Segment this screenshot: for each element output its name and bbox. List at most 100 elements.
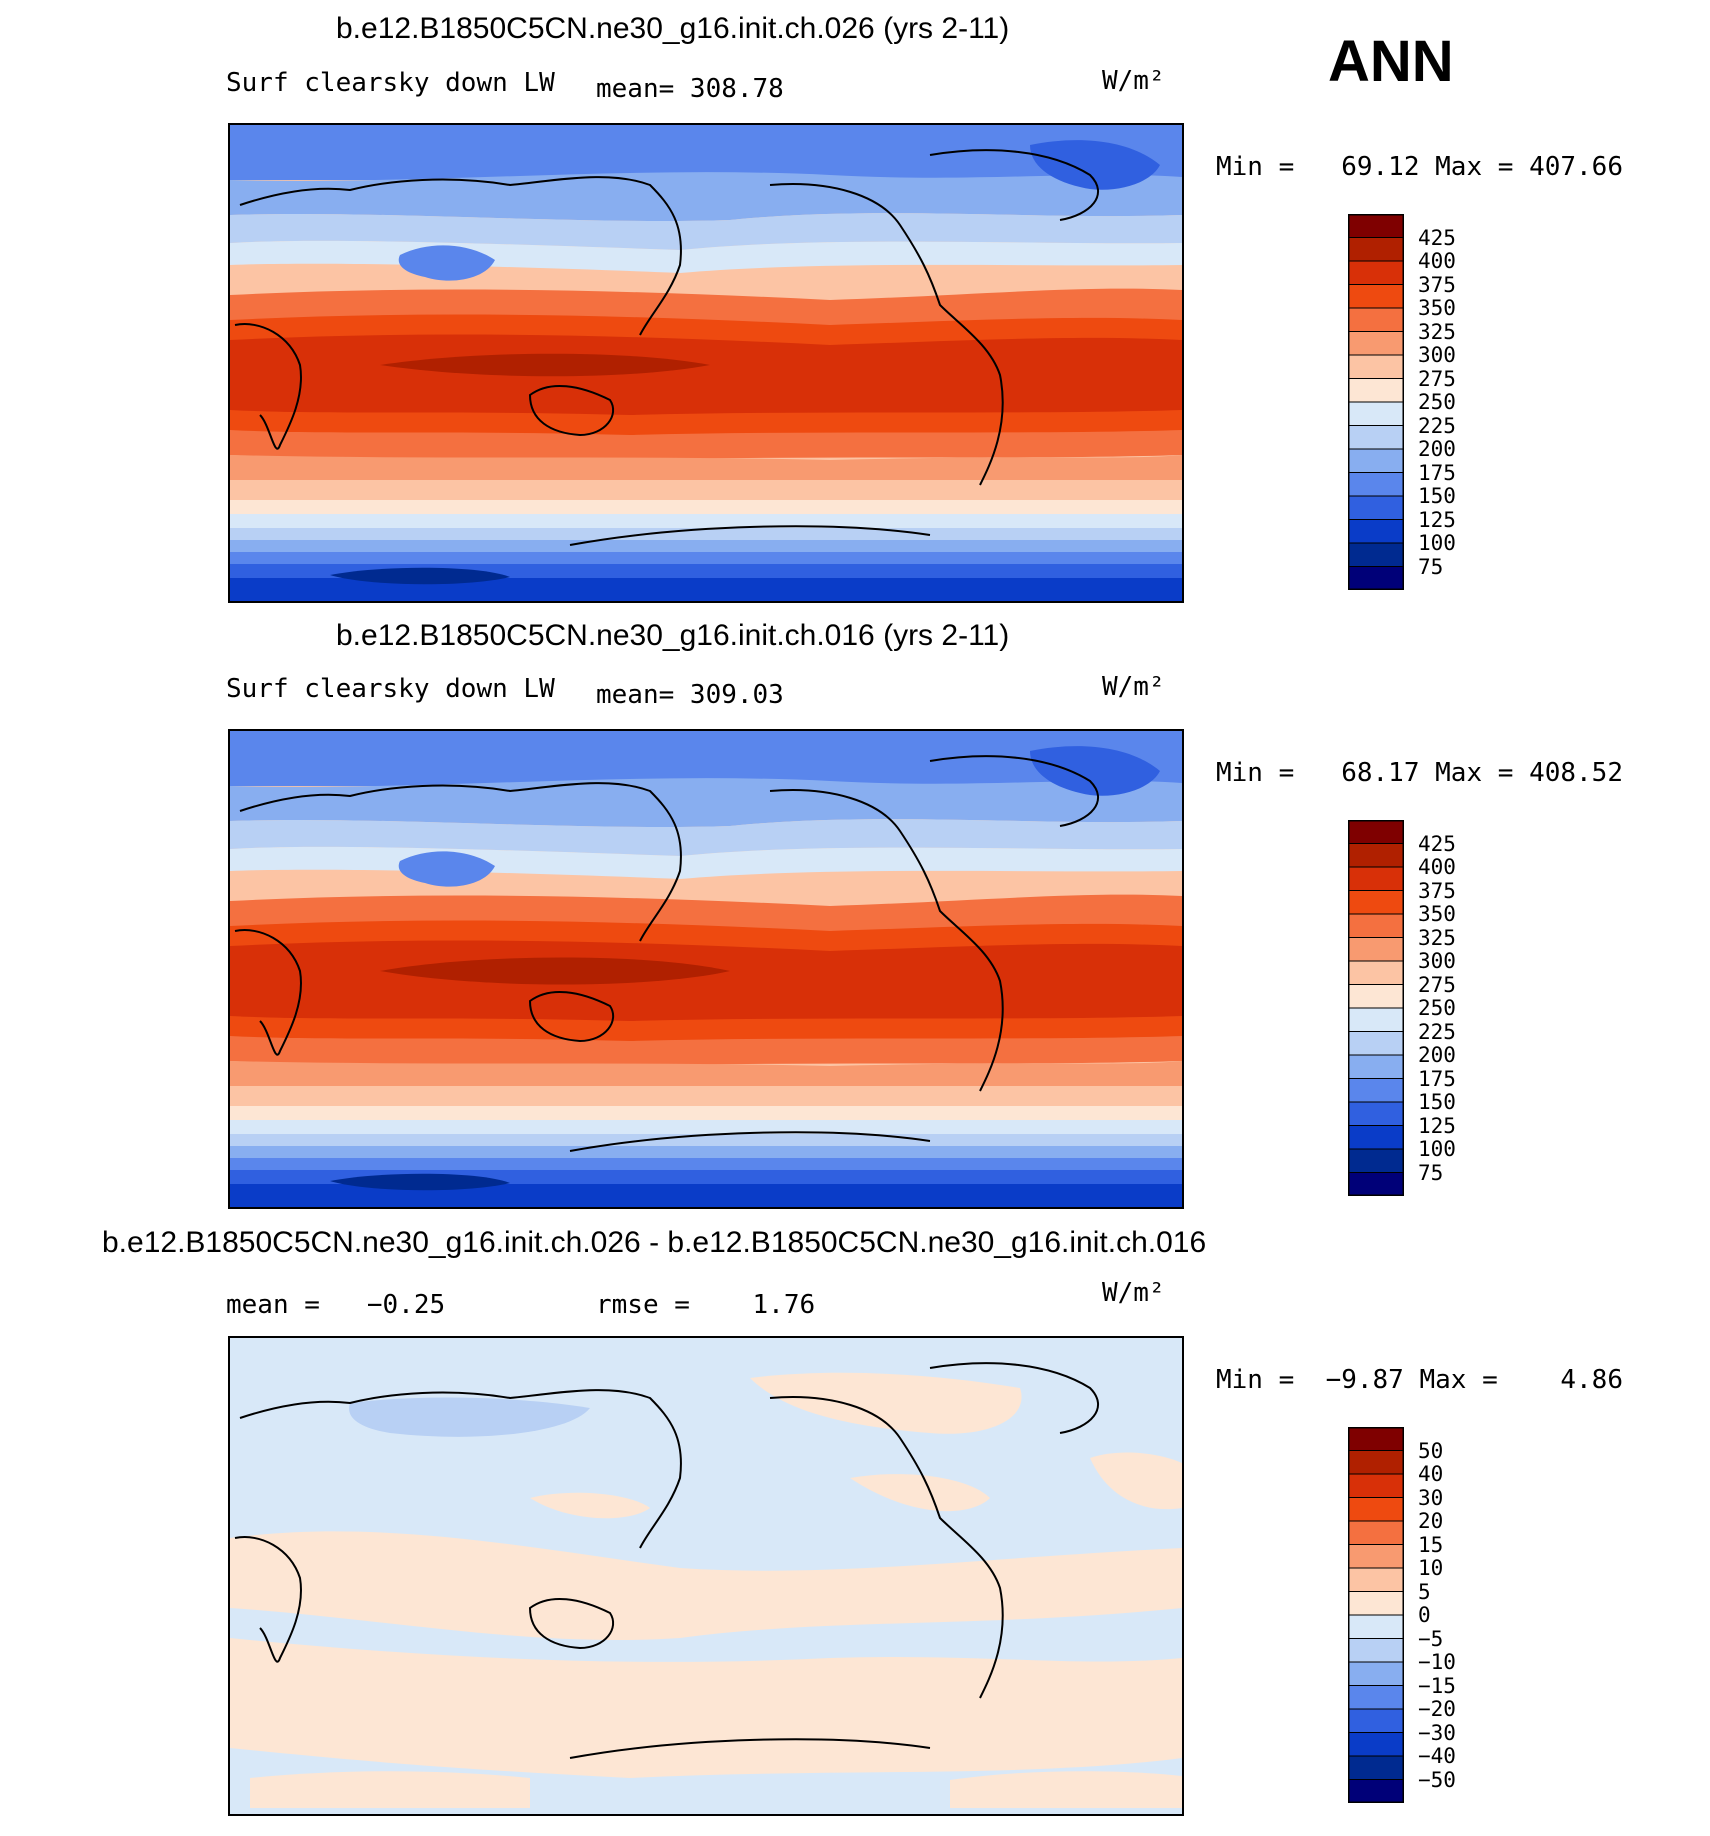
panel3-minmax: Min = −9.87 Max = 4.86 (1216, 1365, 1623, 1395)
colorbar-swatch (1347, 1172, 1405, 1197)
colorbar-label: −5 (1418, 1626, 1444, 1651)
colorbar-swatch (1347, 1708, 1405, 1734)
season-label: ANN (1328, 29, 1454, 94)
colorbar-swatch (1347, 1567, 1405, 1593)
panel1-units: W/m² (1102, 66, 1165, 96)
colorbar-swatch (1347, 237, 1405, 262)
colorbar-label: 0 (1418, 1603, 1431, 1627)
panel3-rmse-label: rmse = 1.76 (596, 1290, 816, 1320)
colorbar-swatch (1347, 284, 1405, 309)
colorbar-label: 50 (1418, 1438, 1444, 1463)
colorbar-swatch (1347, 960, 1405, 986)
colorbar-swatch (1347, 1007, 1405, 1033)
colorbar-swatch (1347, 495, 1405, 521)
colorbar-swatch (1347, 307, 1405, 333)
colorbar-swatch (1347, 542, 1405, 568)
colorbar-swatch (1347, 1614, 1405, 1640)
colorbar-swatch (1347, 1520, 1405, 1546)
colorbar-label: 400 (1418, 855, 1456, 879)
colorbar-swatch (1347, 1031, 1405, 1056)
colorbar-label: 250 (1418, 996, 1456, 1020)
colorbar-label: 200 (1418, 437, 1456, 461)
colorbar-label: −15 (1418, 1673, 1456, 1698)
colorbar-swatch (1347, 890, 1405, 915)
panel1-colorbar (1347, 213, 1405, 591)
colorbar-swatch (1347, 913, 1405, 939)
colorbar-label: 250 (1418, 390, 1456, 414)
colorbar-swatch (1347, 519, 1405, 544)
colorbar-label: −10 (1418, 1650, 1456, 1674)
colorbar-swatch (1347, 1544, 1405, 1569)
panel2-minmax: Min = 68.17 Max = 408.52 (1216, 758, 1623, 788)
colorbar-label: −50 (1418, 1767, 1456, 1792)
colorbar-label: 175 (1418, 460, 1456, 485)
colorbar-swatch (1347, 260, 1405, 286)
colorbar-swatch (1347, 1125, 1405, 1150)
colorbar-label: 325 (1418, 925, 1456, 950)
colorbar-swatch (1347, 1426, 1405, 1452)
colorbar-swatch (1347, 354, 1405, 380)
colorbar-swatch (1347, 378, 1405, 403)
colorbar-label: 125 (1418, 1113, 1456, 1138)
panel3-title: b.e12.B1850C5CN.ne30_g16.init.ch.026 - b… (102, 1226, 1207, 1259)
colorbar-swatch (1347, 1148, 1405, 1174)
colorbar-label: 150 (1418, 484, 1456, 508)
panel1-title: b.e12.B1850C5CN.ne30_g16.init.ch.026 (yr… (336, 12, 1010, 45)
colorbar-swatch (1347, 1732, 1405, 1757)
colorbar-label: 200 (1418, 1043, 1456, 1067)
colorbar-label: 350 (1418, 902, 1456, 926)
panel2-map (228, 729, 1184, 1209)
colorbar-label: 75 (1418, 1160, 1444, 1185)
colorbar-label: 40 (1418, 1462, 1444, 1486)
colorbar-swatch (1347, 1450, 1405, 1475)
panel1-variable-label: Surf clearsky down LW (226, 68, 555, 98)
colorbar-swatch (1347, 1054, 1405, 1080)
colorbar-swatch (1347, 866, 1405, 892)
panel2-mean-label: mean= 309.03 (596, 680, 784, 710)
colorbar-label: −30 (1418, 1720, 1456, 1745)
colorbar-swatch (1347, 819, 1405, 845)
panel2-colorbar (1347, 819, 1405, 1197)
colorbar-swatch (1347, 1078, 1405, 1103)
panel3-map (228, 1336, 1184, 1816)
colorbar-label: 100 (1418, 531, 1456, 555)
panel2-units: W/m² (1102, 672, 1165, 702)
colorbar-label: 375 (1418, 272, 1456, 297)
colorbar-label: 325 (1418, 319, 1456, 344)
panel2-variable-label: Surf clearsky down LW (226, 674, 555, 704)
colorbar-label: 100 (1418, 1137, 1456, 1161)
colorbar-label: 300 (1418, 949, 1456, 973)
colorbar-label: −40 (1418, 1744, 1456, 1768)
colorbar-swatch (1347, 1661, 1405, 1687)
colorbar-swatch (1347, 1591, 1405, 1616)
colorbar-swatch (1347, 448, 1405, 474)
panel3-colorbar (1347, 1426, 1405, 1804)
colorbar-swatch (1347, 472, 1405, 497)
colorbar-label: 275 (1418, 366, 1456, 391)
colorbar-label: 300 (1418, 343, 1456, 367)
colorbar-label: 20 (1418, 1509, 1444, 1533)
colorbar-swatch (1347, 425, 1405, 450)
colorbar-swatch (1347, 331, 1405, 356)
colorbar-swatch (1347, 401, 1405, 427)
panel1-mean-label: mean= 308.78 (596, 74, 784, 104)
colorbar-swatch (1347, 984, 1405, 1009)
panel3-mean-label: mean = −0.25 (226, 1290, 446, 1320)
colorbar-label: 125 (1418, 507, 1456, 532)
colorbar-label: 15 (1418, 1532, 1444, 1557)
colorbar-label: 400 (1418, 249, 1456, 273)
colorbar-swatch (1347, 1755, 1405, 1781)
colorbar-swatch (1347, 1779, 1405, 1804)
colorbar-swatch (1347, 843, 1405, 868)
colorbar-swatch (1347, 1473, 1405, 1499)
colorbar-label: 375 (1418, 878, 1456, 903)
colorbar-label: 150 (1418, 1090, 1456, 1114)
colorbar-label: −20 (1418, 1697, 1456, 1721)
colorbar-swatch (1347, 1638, 1405, 1663)
colorbar-label: 225 (1418, 1019, 1456, 1044)
colorbar-label: 425 (1418, 831, 1456, 856)
colorbar-swatch (1347, 1101, 1405, 1127)
colorbar-label: 425 (1418, 225, 1456, 250)
colorbar-label: 350 (1418, 296, 1456, 320)
colorbar-swatch (1347, 937, 1405, 962)
